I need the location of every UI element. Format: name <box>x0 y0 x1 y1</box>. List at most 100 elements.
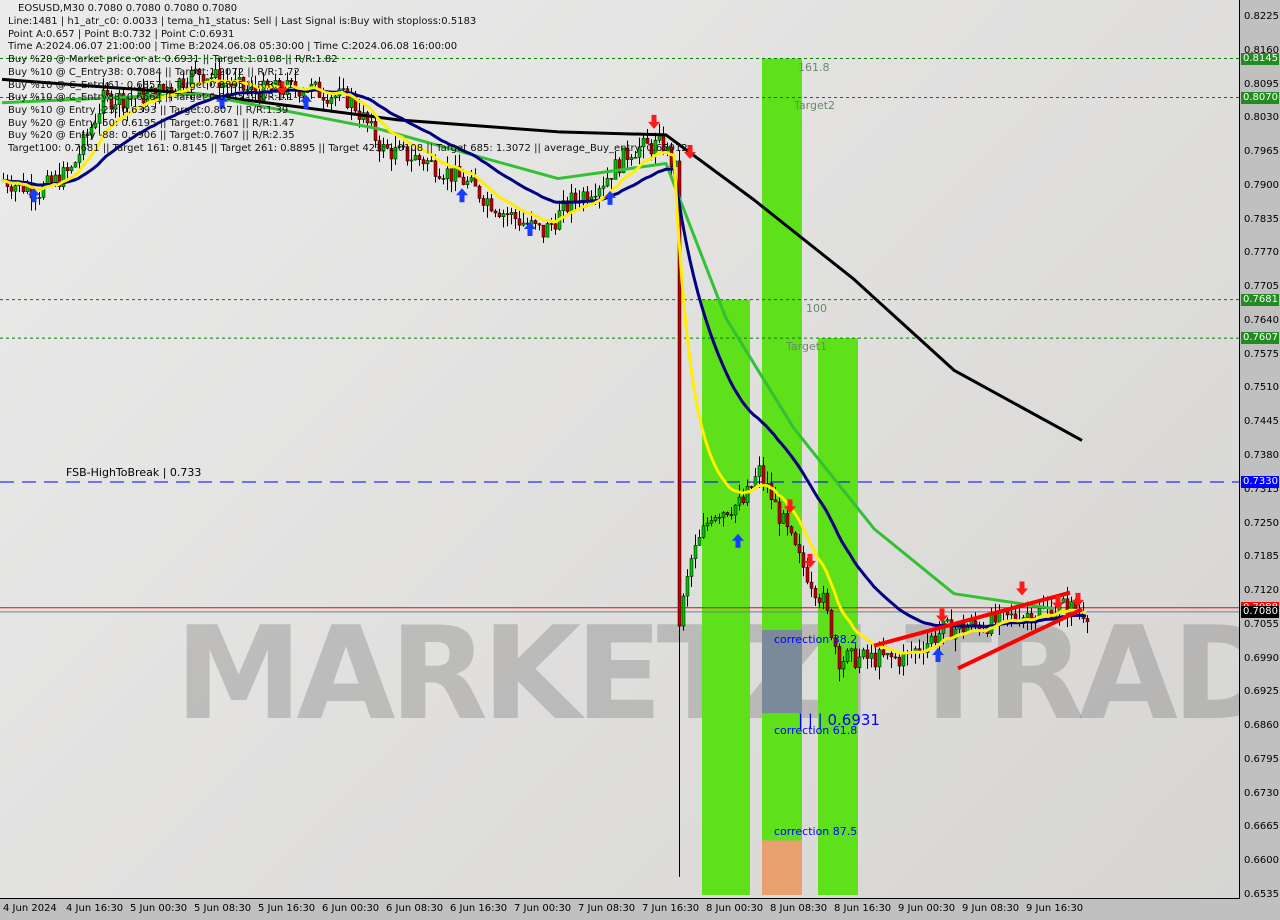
info-line: Buy %20 @ Entry -50: 0.6195 || Target:0.… <box>8 117 295 129</box>
candle-body <box>441 178 446 180</box>
price-tick-label: 0.6795 <box>1244 753 1279 765</box>
price-level-tag: 0.7330 <box>1241 475 1279 488</box>
price-tick-label: 0.6665 <box>1244 821 1279 833</box>
candle-body <box>1025 613 1030 618</box>
chart-annotation: correction 61.8 <box>774 724 858 738</box>
target-zone <box>762 58 802 895</box>
info-line: Buy %20 @ Entry -88: 0.5906 || Target:0.… <box>8 130 295 142</box>
candle-body <box>973 620 978 626</box>
chart-title: EOSUSD,M30 0.7080 0.7080 0.7080 0.7080 <box>18 3 238 14</box>
candle-body <box>421 159 426 165</box>
chart-plot-area[interactable]: MARKETZI TRADE 161.8Target2100Target1FSB… <box>0 0 1240 899</box>
candle-body <box>73 162 78 168</box>
time-tick-label: 7 Jun 08:30 <box>578 903 636 914</box>
time-tick-label: 5 Jun 16:30 <box>258 903 316 914</box>
candle-body <box>861 649 866 658</box>
moving-average-line <box>1 92 1055 611</box>
candle-body <box>333 95 338 99</box>
candle-body <box>397 145 402 148</box>
candle-body <box>825 592 830 611</box>
candle-body <box>113 104 118 110</box>
candle-body <box>213 69 218 78</box>
candle-body <box>649 143 654 155</box>
candle-body <box>581 191 586 204</box>
candle-body <box>65 167 70 171</box>
price-tick-label: 0.7640 <box>1244 314 1279 326</box>
candle-body <box>937 633 942 643</box>
candle-body <box>929 635 934 644</box>
info-line: Buy %20 @ Market price or at: 0.6931 || … <box>8 54 338 66</box>
info-line: Buy %10 @ C_Entry61: 0.6857 || Target:0.… <box>8 79 294 91</box>
info-line: Target100: 0.7681 || Target 161: 0.8145 … <box>8 143 688 154</box>
candle-body <box>717 516 722 519</box>
candle-body <box>57 174 62 188</box>
candle-body <box>229 83 234 87</box>
candle-body <box>505 213 510 215</box>
sell-arrow-icon <box>1016 581 1028 596</box>
price-level-tag: 0.8145 <box>1241 52 1279 65</box>
buy-arrow-icon <box>932 648 944 663</box>
info-line: Line:1481 | h1_atr_c0: 0.0033 | tema_h1_… <box>8 16 477 27</box>
candle-body <box>857 656 862 668</box>
candle-body <box>773 499 778 503</box>
candle-body <box>853 648 858 668</box>
price-tick-label: 0.7445 <box>1244 416 1279 428</box>
candle-body <box>101 90 106 114</box>
candle-body <box>625 147 630 160</box>
price-tick-label: 0.8160 <box>1244 44 1279 56</box>
candle-body <box>585 191 590 200</box>
price-tick-label: 0.8225 <box>1244 11 1279 22</box>
candle-body <box>553 223 558 230</box>
candle-body <box>381 144 386 152</box>
time-tick-label: 7 Jun 00:30 <box>514 903 572 914</box>
price-tick-label: 0.7250 <box>1244 517 1279 529</box>
candle-body <box>641 137 646 148</box>
candle-body <box>437 176 442 179</box>
price-tick-label: 0.7835 <box>1244 213 1279 225</box>
candle-body <box>405 146 410 162</box>
sell-arrow-icon <box>684 145 696 160</box>
buy-arrow-icon <box>524 222 536 237</box>
candle-body <box>325 100 330 104</box>
candle-body <box>821 592 826 603</box>
buy-arrow-icon <box>732 533 744 548</box>
candle-body <box>329 97 334 104</box>
buy-arrow-icon <box>300 94 312 109</box>
candle-body <box>881 649 886 656</box>
price-tick-label: 0.7055 <box>1244 618 1279 630</box>
candle-body <box>1085 618 1090 623</box>
price-tick-label: 0.6990 <box>1244 652 1279 664</box>
candle-body <box>537 223 542 226</box>
price-tick-label: 0.8030 <box>1244 112 1279 124</box>
candle-body <box>745 486 750 503</box>
candle-body <box>53 174 58 183</box>
candle-body <box>365 112 370 124</box>
candle-body <box>485 198 490 206</box>
candle-body <box>665 146 670 152</box>
candle-body <box>597 188 602 197</box>
candle-body <box>489 198 494 212</box>
price-tick-label: 0.6535 <box>1244 889 1279 900</box>
candle-body <box>897 656 902 667</box>
candle-body <box>445 168 450 180</box>
candle-body <box>689 558 694 577</box>
candle-body <box>761 465 766 484</box>
candle-body <box>69 166 74 171</box>
candle-body <box>413 155 418 161</box>
candle-body <box>497 212 502 218</box>
time-tick-label: 8 Jun 16:30 <box>834 903 892 914</box>
candle-body <box>561 200 566 211</box>
candle-body <box>789 526 794 534</box>
candle-body <box>157 83 162 102</box>
price-tick-label: 0.7380 <box>1244 450 1279 461</box>
chart-annotation: correction 87.5 <box>774 824 858 838</box>
candle-body <box>1065 598 1070 617</box>
candle-body <box>769 483 774 500</box>
target-zone <box>818 338 858 895</box>
candle-body <box>693 545 698 559</box>
time-tick-label: 6 Jun 00:30 <box>322 903 380 914</box>
candle-body <box>873 652 878 668</box>
candle-body <box>385 144 390 149</box>
candle-body <box>461 176 466 185</box>
candle-body <box>945 619 950 622</box>
